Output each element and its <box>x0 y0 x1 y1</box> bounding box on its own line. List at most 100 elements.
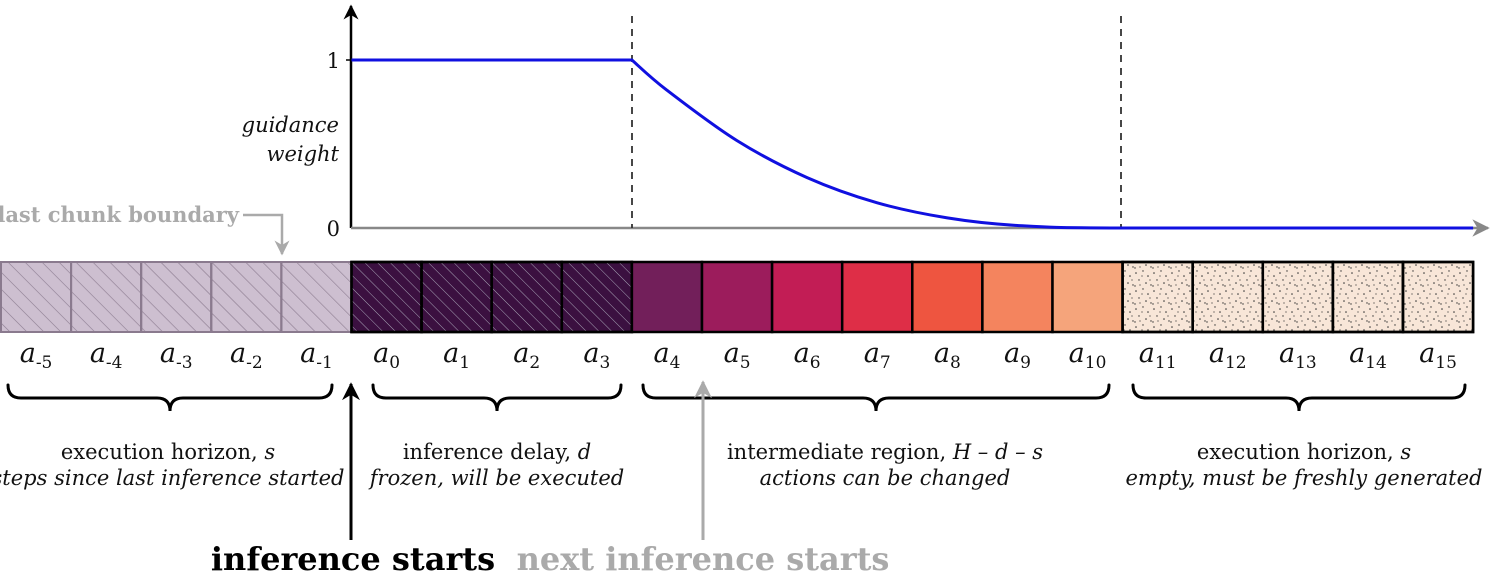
region-caption-4: execution horizon, s empty, must be fres… <box>1125 440 1482 490</box>
action-label-base: a <box>230 338 246 369</box>
action-label-subscript: 0 <box>389 353 400 373</box>
action-label-subscript: 8 <box>950 353 961 373</box>
region-1-title: execution horizon, <box>61 440 265 464</box>
action-cell-pattern <box>1191 260 1265 334</box>
action-cell-pattern <box>420 260 493 334</box>
region-4-desc: empty, must be freshly generated <box>1125 466 1482 490</box>
action-label-subscript: 3 <box>599 353 610 373</box>
svg-text:execution horizon, s: execution horizon, s <box>61 440 276 464</box>
region-4-var: s <box>1400 440 1411 464</box>
action-label: a5 <box>724 338 751 373</box>
region-caption-2: inference delay, d frozen, will be execu… <box>368 440 624 490</box>
guidance-weight-curve <box>351 58 1474 230</box>
action-label: a-5 <box>20 338 53 373</box>
action-labels: a-5 a-4 a-3 a-2 a-1 a0 a1 a2 a3 a4 a5 a6 a7 a8 a9 a10 a1… <box>20 338 1457 373</box>
action-label-subscript: -2 <box>246 353 263 373</box>
inference-starts-label: inference starts <box>211 540 495 578</box>
action-label: a11 <box>1139 338 1177 373</box>
action-label-base: a <box>1209 338 1225 369</box>
region-caption-1: execution horizon, s steps since last in… <box>0 440 344 490</box>
action-label-subscript: 10 <box>1085 353 1107 373</box>
action-label-subscript: 1 <box>459 353 470 373</box>
action-label-subscript: -3 <box>176 353 193 373</box>
action-label: a12 <box>1209 338 1247 373</box>
action-cell-pattern <box>350 260 423 334</box>
action-cell-pattern <box>280 261 353 333</box>
brace-execution-past <box>6 383 334 412</box>
region-caption-3: intermediate region, H – d – s actions c… <box>727 440 1043 490</box>
action-label-base: a <box>653 338 669 369</box>
action-cell-pattern <box>1261 260 1335 334</box>
action-label-base: a <box>1349 338 1365 369</box>
chunk-boundary-arrow <box>243 213 290 256</box>
action-label-subscript: 12 <box>1225 353 1247 373</box>
action-cell-pattern <box>210 261 283 333</box>
action-label-base: a <box>90 338 106 369</box>
action-label: a14 <box>1349 338 1387 373</box>
action-label-subscript: 4 <box>670 353 681 373</box>
action-label: a7 <box>864 338 891 373</box>
action-cell <box>911 260 984 334</box>
y-tick-top: 1 <box>327 49 340 73</box>
action-cell-pattern <box>1331 260 1405 334</box>
brace-execution-future <box>1131 383 1467 412</box>
action-label: a-1 <box>300 338 333 373</box>
action-cell <box>770 260 844 334</box>
action-label: a0 <box>373 338 400 373</box>
action-label-subscript: 9 <box>1020 353 1031 373</box>
action-label: a-4 <box>90 338 123 373</box>
plot-axes <box>343 4 1490 237</box>
region-2-var: d <box>578 440 591 464</box>
action-label: a8 <box>934 338 961 373</box>
action-cell-pattern <box>0 261 73 333</box>
next-inference-starts-label: next inference starts <box>517 540 890 578</box>
action-label-base: a <box>1279 338 1295 369</box>
action-label-subscript: 6 <box>810 353 821 373</box>
region-braces <box>6 383 1467 412</box>
action-label-subscript: 2 <box>529 353 540 373</box>
action-label-base: a <box>513 338 529 369</box>
action-label-subscript: -1 <box>316 353 333 373</box>
region-1-var: s <box>264 440 275 464</box>
action-label-subscript: 11 <box>1155 353 1177 373</box>
region-3-title: intermediate region, <box>727 440 953 464</box>
action-label-subscript: 7 <box>880 353 891 373</box>
region-3-var: H – d – s <box>952 440 1043 464</box>
action-label-subscript: -5 <box>36 353 53 373</box>
action-cell <box>1051 260 1124 334</box>
action-cell-pattern <box>70 261 143 333</box>
action-label-base: a <box>373 338 389 369</box>
action-label-base: a <box>864 338 880 369</box>
action-label: a15 <box>1419 338 1457 373</box>
action-label: a2 <box>513 338 540 373</box>
action-label-subscript: 14 <box>1365 353 1387 373</box>
action-cell-pattern <box>490 260 564 334</box>
action-label-base: a <box>1069 338 1085 369</box>
action-label-base: a <box>934 338 950 369</box>
action-label: a10 <box>1069 338 1107 373</box>
svg-text:execution horizon, s: execution horizon, s <box>1197 440 1412 464</box>
action-cell-pattern <box>560 260 634 334</box>
action-label: a3 <box>583 338 610 373</box>
region-2-title: inference delay, <box>403 440 578 464</box>
action-label-base: a <box>443 338 459 369</box>
action-cell-pattern <box>1121 260 1194 334</box>
action-cell-pattern <box>1401 260 1475 334</box>
action-label: a6 <box>794 338 821 373</box>
brace-inference-delay <box>371 383 623 412</box>
svg-text:inference delay, d: inference delay, d <box>403 440 591 464</box>
action-label-subscript: 15 <box>1435 353 1457 373</box>
action-cell <box>840 260 914 334</box>
region-1-desc: steps since last inference started <box>0 466 344 490</box>
action-label-subscript: -4 <box>106 353 123 373</box>
action-cells <box>0 260 1475 334</box>
action-label: a-2 <box>230 338 263 373</box>
brace-intermediate <box>641 383 1111 412</box>
svg-text:intermediate region, H – d – s: intermediate region, H – d – s <box>727 440 1043 464</box>
action-label-base: a <box>1139 338 1155 369</box>
action-label-base: a <box>794 338 810 369</box>
y-axis-label-line1: guidance <box>242 113 339 137</box>
action-label-base: a <box>1419 338 1435 369</box>
action-label-base: a <box>160 338 176 369</box>
